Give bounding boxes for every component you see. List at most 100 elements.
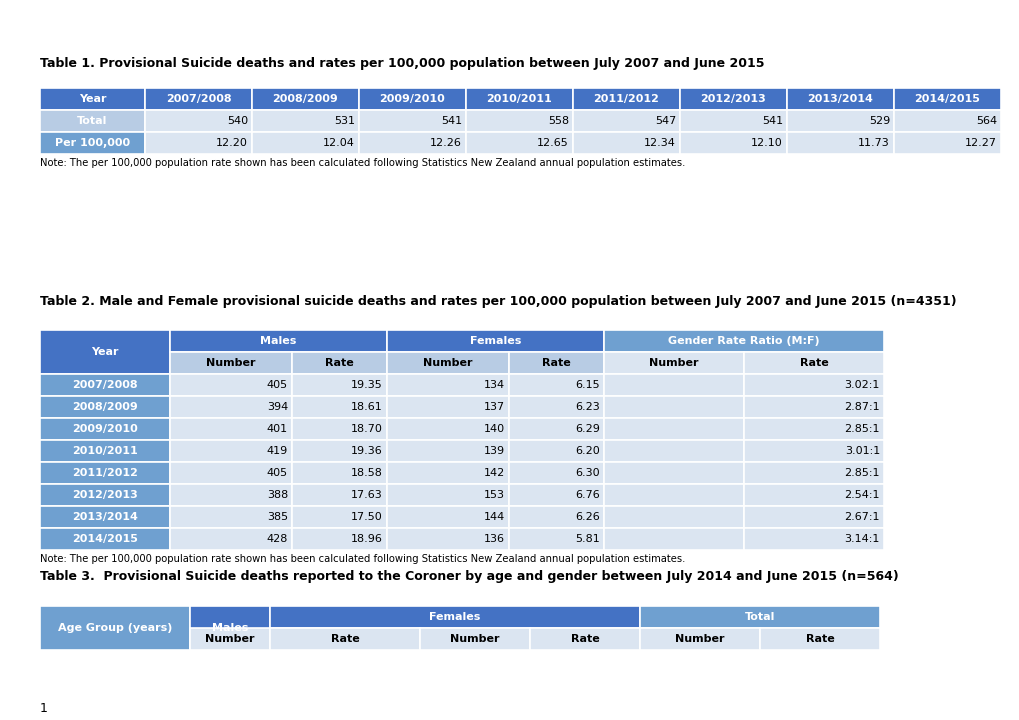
Bar xyxy=(530,628,639,650)
Bar xyxy=(508,506,603,528)
Bar xyxy=(743,528,883,550)
Bar xyxy=(170,440,291,462)
Text: 2013/2014: 2013/2014 xyxy=(72,512,138,522)
Bar xyxy=(759,628,879,650)
Text: 558: 558 xyxy=(547,116,569,126)
Text: 531: 531 xyxy=(333,116,355,126)
Bar xyxy=(603,330,883,352)
Text: 139: 139 xyxy=(483,446,504,456)
Text: 419: 419 xyxy=(267,446,287,456)
Bar xyxy=(145,88,252,110)
Bar xyxy=(420,628,530,650)
Bar xyxy=(40,484,170,506)
Text: 144: 144 xyxy=(483,512,504,522)
Bar xyxy=(508,352,603,374)
Text: Total: Total xyxy=(744,612,774,622)
Text: Females: Females xyxy=(429,612,480,622)
Text: 2007/2008: 2007/2008 xyxy=(165,94,231,104)
Bar xyxy=(252,110,359,132)
Bar xyxy=(386,440,508,462)
Text: 6.30: 6.30 xyxy=(575,468,599,478)
Text: 11.73: 11.73 xyxy=(857,138,890,148)
Text: 6.76: 6.76 xyxy=(575,490,599,500)
Bar xyxy=(603,528,743,550)
Text: 137: 137 xyxy=(483,402,504,412)
Bar xyxy=(386,330,603,352)
Bar xyxy=(508,484,603,506)
Bar xyxy=(508,396,603,418)
Text: 18.96: 18.96 xyxy=(351,534,382,544)
Text: 385: 385 xyxy=(267,512,287,522)
Text: Rate: Rate xyxy=(330,634,359,644)
Text: 2014/2015: 2014/2015 xyxy=(914,94,979,104)
Bar xyxy=(170,396,291,418)
Bar xyxy=(893,110,1000,132)
Bar xyxy=(145,110,252,132)
Bar xyxy=(603,418,743,440)
Text: Table 2. Male and Female provisional suicide deaths and rates per 100,000 popula: Table 2. Male and Female provisional sui… xyxy=(40,295,956,308)
Bar xyxy=(680,132,787,154)
Text: Males: Males xyxy=(212,623,248,633)
Text: 12.04: 12.04 xyxy=(323,138,355,148)
Bar xyxy=(170,330,386,352)
Bar xyxy=(170,484,291,506)
Bar xyxy=(893,132,1000,154)
Text: 2011/2012: 2011/2012 xyxy=(72,468,138,478)
Text: Number: Number xyxy=(649,358,698,368)
Bar xyxy=(170,528,291,550)
Text: 541: 541 xyxy=(761,116,783,126)
Text: 394: 394 xyxy=(267,402,287,412)
Text: 12.65: 12.65 xyxy=(537,138,569,148)
Bar xyxy=(291,462,386,484)
Text: 3.02:1: 3.02:1 xyxy=(844,380,879,390)
Bar xyxy=(386,484,508,506)
Text: 3.14:1: 3.14:1 xyxy=(844,534,879,544)
Text: 153: 153 xyxy=(484,490,504,500)
Text: 2008/2009: 2008/2009 xyxy=(72,402,138,412)
Bar xyxy=(386,396,508,418)
Text: 2.67:1: 2.67:1 xyxy=(844,512,879,522)
Text: 6.20: 6.20 xyxy=(575,446,599,456)
Bar xyxy=(386,506,508,528)
Bar xyxy=(170,374,291,396)
Bar xyxy=(573,132,680,154)
Bar xyxy=(466,132,573,154)
Bar xyxy=(466,88,573,110)
Text: 18.70: 18.70 xyxy=(351,424,382,434)
Bar xyxy=(291,440,386,462)
Text: 547: 547 xyxy=(654,116,676,126)
Bar xyxy=(40,88,145,110)
Text: 6.15: 6.15 xyxy=(575,380,599,390)
Bar xyxy=(787,132,893,154)
Text: 2014/2015: 2014/2015 xyxy=(72,534,138,544)
Bar xyxy=(680,88,787,110)
Text: 2.85:1: 2.85:1 xyxy=(844,424,879,434)
Bar xyxy=(40,132,145,154)
Bar xyxy=(359,110,466,132)
Bar xyxy=(291,396,386,418)
Text: 3.01:1: 3.01:1 xyxy=(844,446,879,456)
Bar xyxy=(603,374,743,396)
Text: Note: The per 100,000 population rate shown has been calculated following Statis: Note: The per 100,000 population rate sh… xyxy=(40,158,685,168)
Bar xyxy=(40,528,170,550)
Text: 2.54:1: 2.54:1 xyxy=(844,490,879,500)
Bar xyxy=(603,352,743,374)
Bar xyxy=(639,606,879,628)
Bar xyxy=(252,88,359,110)
Text: Rate: Rate xyxy=(570,634,599,644)
Bar xyxy=(508,418,603,440)
Text: 136: 136 xyxy=(484,534,504,544)
Bar xyxy=(170,506,291,528)
Bar xyxy=(743,484,883,506)
Text: 18.58: 18.58 xyxy=(351,468,382,478)
Bar xyxy=(386,462,508,484)
Bar xyxy=(252,132,359,154)
Text: 540: 540 xyxy=(226,116,248,126)
Text: Total: Total xyxy=(77,116,108,126)
Bar xyxy=(743,440,883,462)
Bar xyxy=(787,110,893,132)
Text: 17.63: 17.63 xyxy=(351,490,382,500)
Text: 134: 134 xyxy=(483,380,504,390)
Bar xyxy=(603,462,743,484)
Text: Year: Year xyxy=(91,347,118,357)
